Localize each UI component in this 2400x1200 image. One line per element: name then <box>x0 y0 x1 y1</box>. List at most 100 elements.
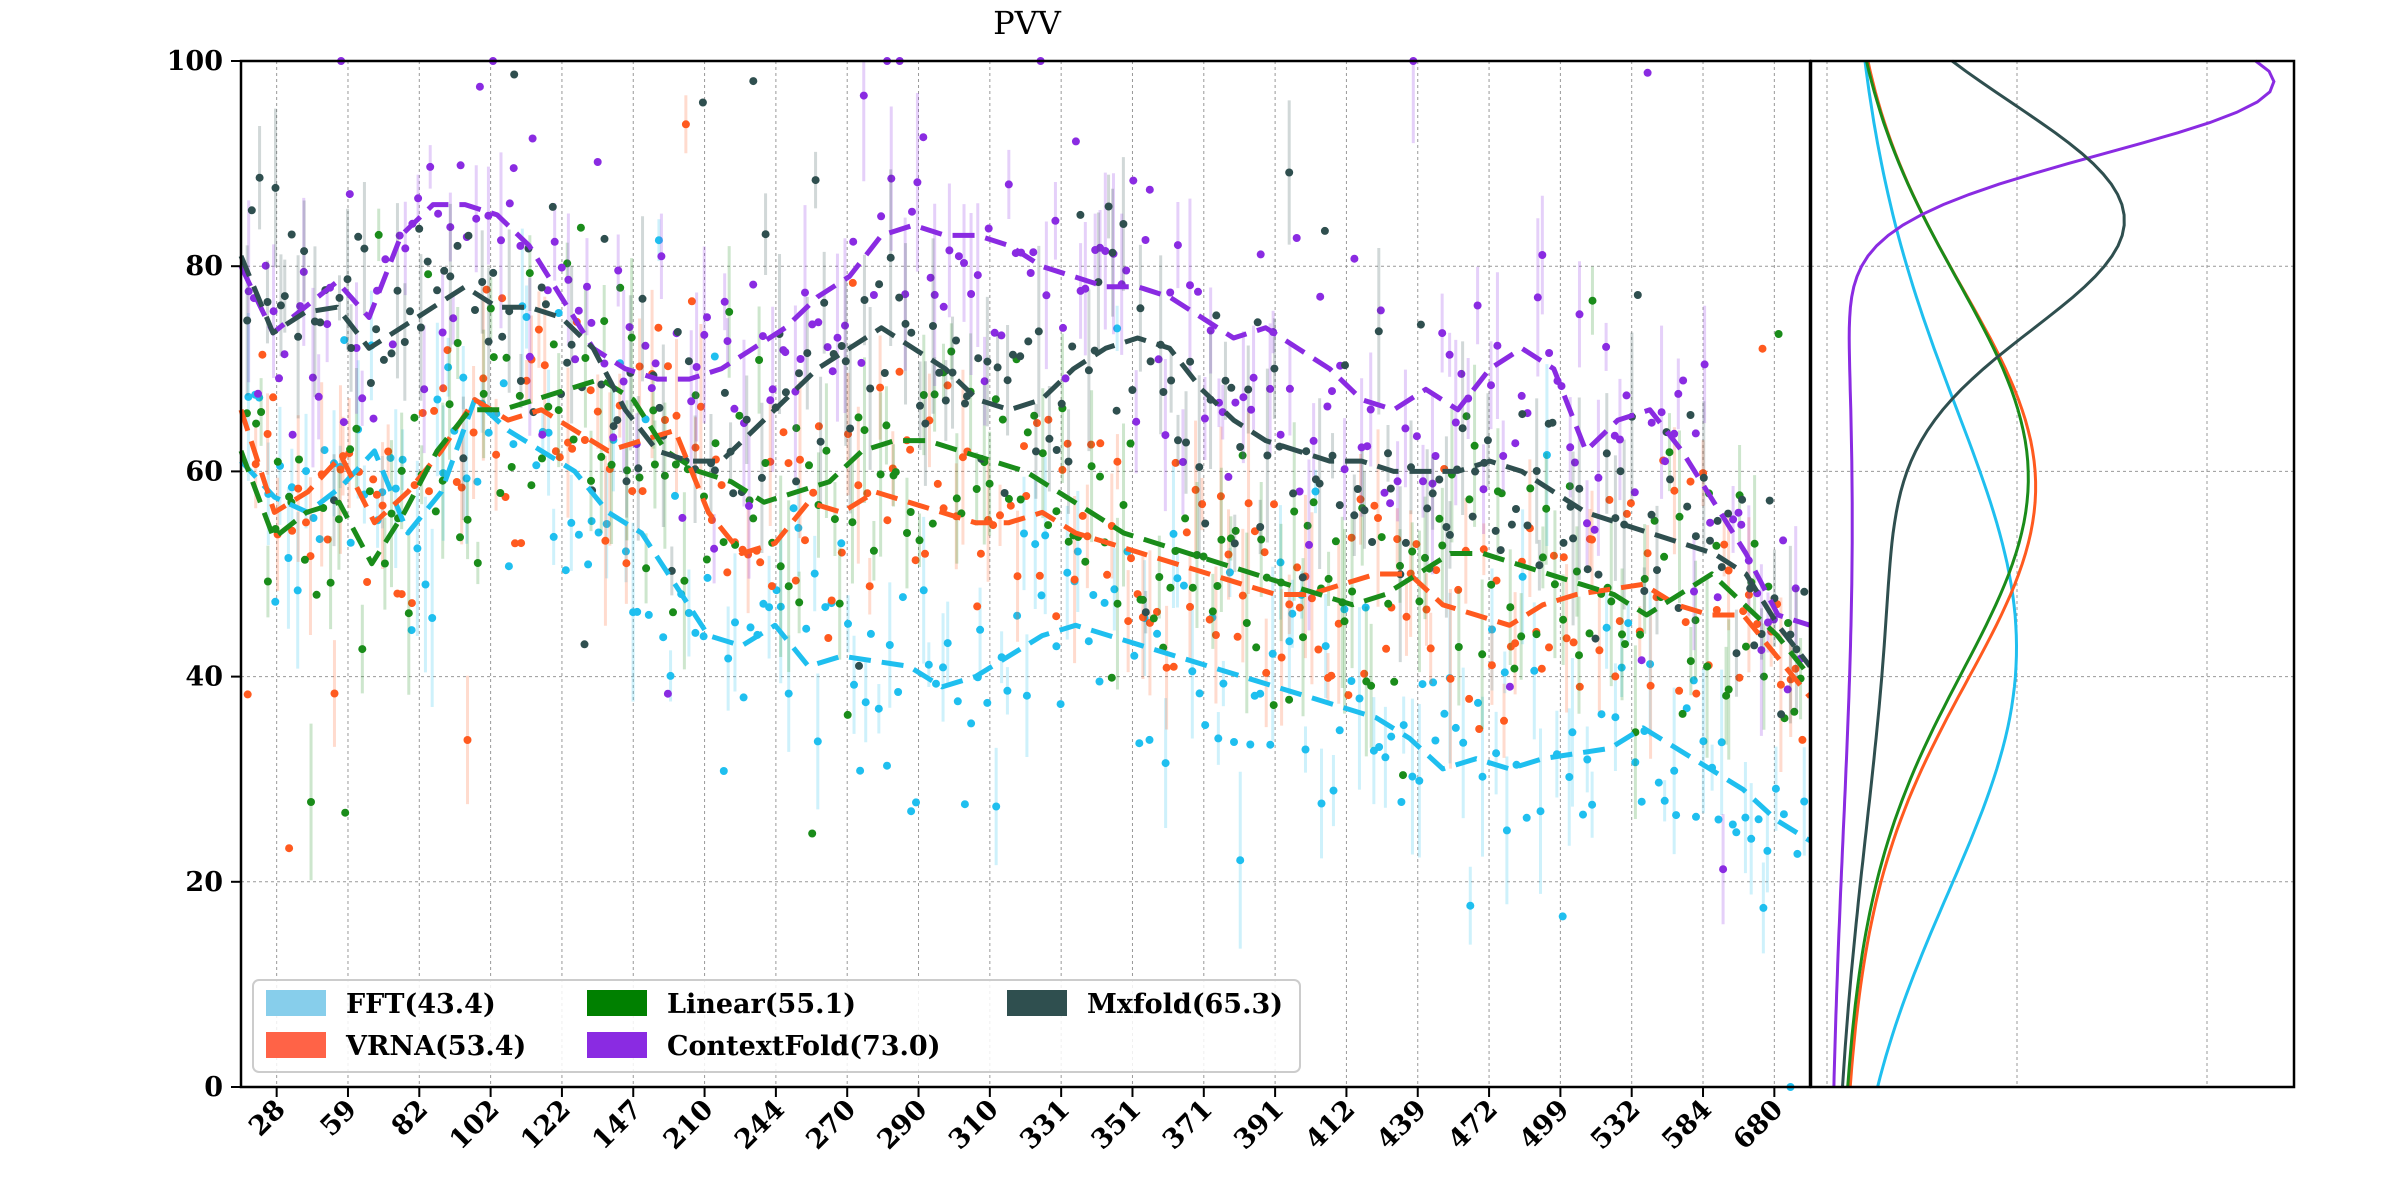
data-point <box>687 297 696 306</box>
data-point <box>1570 458 1579 467</box>
data-point <box>243 316 252 325</box>
data-point <box>516 241 525 250</box>
data-point <box>1328 451 1337 460</box>
data-point <box>883 516 892 525</box>
data-point <box>446 272 455 281</box>
data-point <box>459 454 468 463</box>
data-point <box>866 384 875 393</box>
data-point <box>1512 505 1520 513</box>
data-point <box>1256 250 1265 259</box>
data-point <box>263 430 272 438</box>
data-point <box>841 321 849 330</box>
data-point <box>541 300 550 309</box>
data-point <box>243 690 252 699</box>
data-point <box>1670 486 1679 495</box>
data-point <box>1367 681 1376 690</box>
data-point <box>1276 430 1285 439</box>
data-point <box>967 719 976 728</box>
data-point <box>1041 531 1050 540</box>
data-point <box>1714 815 1723 824</box>
data-point <box>1037 591 1046 600</box>
data-point <box>1194 287 1202 296</box>
data-point <box>479 374 488 383</box>
data-point <box>1776 680 1785 689</box>
data-point <box>463 515 472 524</box>
data-point <box>710 466 719 475</box>
data-point <box>469 428 478 437</box>
data-point <box>1238 451 1247 460</box>
data-point <box>276 301 285 310</box>
data-point <box>919 391 928 399</box>
data-point <box>284 554 293 562</box>
data-point <box>1380 488 1389 497</box>
data-point <box>1739 607 1748 616</box>
data-point <box>1478 650 1487 659</box>
data-point <box>841 357 850 366</box>
data-point <box>1429 678 1438 687</box>
data-point <box>745 501 753 510</box>
data-point <box>462 474 471 483</box>
data-point <box>428 614 437 622</box>
data-point <box>1301 745 1310 754</box>
data-point <box>271 597 280 606</box>
data-point <box>1042 291 1051 300</box>
data-point <box>602 520 611 528</box>
data-point <box>616 283 625 292</box>
data-point <box>932 679 940 688</box>
data-point <box>654 323 663 332</box>
data-point <box>929 322 937 330</box>
data-point <box>1412 432 1421 441</box>
data-point <box>1451 418 1460 427</box>
data-point <box>1206 326 1215 335</box>
data-point <box>833 333 842 342</box>
data-point <box>1728 820 1737 829</box>
data-point <box>1475 725 1484 733</box>
data-point <box>1292 234 1301 242</box>
data-point <box>446 223 455 232</box>
data-point <box>776 562 785 571</box>
data-point <box>1070 575 1079 584</box>
data-point <box>1059 323 1067 332</box>
data-point <box>654 236 663 245</box>
data-point <box>1622 391 1631 400</box>
data-point <box>1545 643 1553 652</box>
data-point <box>300 247 309 256</box>
data-point <box>1558 912 1567 921</box>
data-point <box>540 361 549 370</box>
data-point <box>1722 691 1731 700</box>
data-point <box>522 376 531 385</box>
data-point <box>972 485 981 493</box>
data-point <box>443 346 452 355</box>
data-point <box>489 268 498 277</box>
data-point <box>1458 424 1467 433</box>
data-point <box>1779 536 1788 545</box>
data-point <box>1309 498 1318 507</box>
data-point <box>1366 405 1375 414</box>
data-point <box>1061 374 1070 383</box>
data-point <box>1591 634 1600 643</box>
data-point <box>1266 384 1275 393</box>
data-point <box>1438 329 1447 338</box>
data-point <box>729 489 738 498</box>
data-point <box>1179 458 1187 466</box>
data-point <box>796 355 805 363</box>
data-point <box>498 332 507 341</box>
data-point <box>263 298 272 306</box>
data-point <box>1275 442 1284 451</box>
data-point <box>1068 342 1077 351</box>
data-point <box>1637 656 1646 665</box>
data-point <box>407 626 416 635</box>
data-point <box>1350 254 1359 263</box>
data-point <box>861 698 870 707</box>
data-point <box>828 367 837 376</box>
data-point <box>584 560 593 569</box>
data-point <box>614 266 623 275</box>
data-point <box>1298 573 1307 582</box>
data-point <box>895 367 904 376</box>
data-point <box>369 414 378 423</box>
data-point <box>543 286 552 295</box>
data-point <box>671 491 679 500</box>
data-point <box>525 352 534 361</box>
data-point <box>883 761 891 770</box>
data-point <box>1595 646 1604 655</box>
